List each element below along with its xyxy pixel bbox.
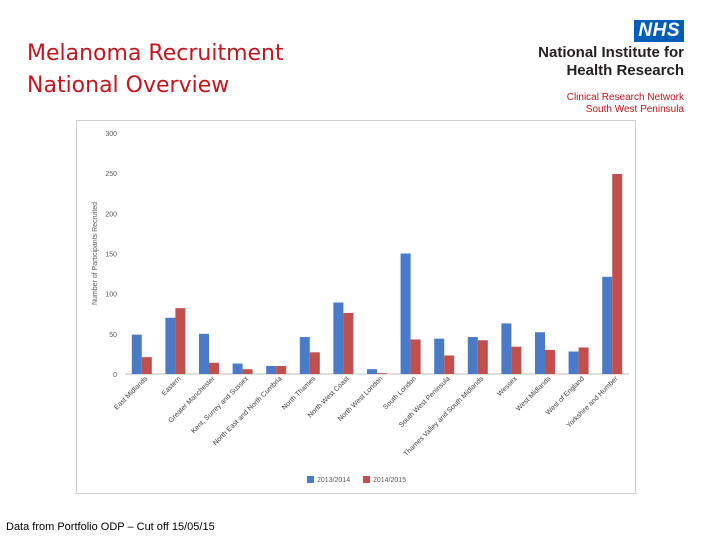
bar-series-1 — [333, 302, 344, 374]
footnote: Data from Portfolio ODP – Cut off 15/05/… — [6, 521, 215, 533]
bar-series-2 — [511, 346, 522, 374]
y-tick-label: 250 — [105, 171, 117, 178]
x-tick-label: Eastern — [161, 375, 183, 397]
legend-swatch — [307, 476, 314, 483]
y-tick-label: 200 — [105, 211, 117, 218]
bar-series-1 — [367, 369, 377, 374]
title-line-1: Melanoma Recruitment — [27, 41, 284, 66]
nihr-logo: NHS National Institute for Health Resear… — [494, 18, 684, 118]
bar-series-2 — [410, 339, 421, 374]
bar-series-2 — [444, 355, 455, 374]
y-axis-title: Number of Participants Recruited — [92, 202, 99, 305]
bar-series-1 — [400, 253, 411, 374]
x-tick-label: North East and North Cumbria — [212, 375, 284, 447]
bar-series-1 — [501, 323, 512, 374]
bar-series-1 — [434, 338, 445, 374]
bar-series-1 — [232, 363, 243, 374]
bar-chart: 0 50 100 150 200 250 300 Number of Participants… — [92, 131, 629, 484]
bar-series-2 — [141, 357, 152, 374]
logo-line-1: National Institute for — [538, 44, 684, 61]
x-tick-label: West Midlands — [515, 375, 553, 413]
x-tick-label: East Midlands — [113, 375, 149, 411]
bar-series-2 — [242, 369, 253, 374]
page-title: Melanoma Recruitment National Overview — [27, 38, 284, 102]
bar-series-2 — [276, 365, 287, 374]
bar-series-1 — [568, 351, 579, 374]
bar-series-2 — [343, 312, 354, 374]
chart-frame: 0 50 100 150 200 250 300 Number of Participants… — [76, 120, 636, 494]
x-tick-label: Kent, Surrey and Sussex — [190, 375, 250, 435]
bar-series-1 — [467, 337, 478, 374]
logo-line-4: South West Peninsula — [585, 104, 684, 115]
logo-line-2: Health Research — [566, 62, 684, 79]
nhs-logo: NHS — [634, 20, 684, 42]
y-tick-label: 100 — [105, 292, 117, 299]
bar-series-1 — [266, 365, 277, 374]
bar-series-2 — [175, 308, 186, 374]
y-tick-label: 300 — [105, 131, 117, 138]
bar-series-2 — [545, 349, 555, 374]
x-tick-label: South London — [382, 375, 418, 411]
x-tick-label: Wessex — [496, 375, 519, 398]
bar-series-2 — [309, 352, 320, 374]
bar-series-2 — [209, 362, 219, 374]
title-line-2: National Overview — [27, 73, 230, 98]
y-tick-label: 0 — [113, 372, 117, 379]
bar-series-1 — [199, 333, 209, 374]
bar-series-1 — [535, 332, 545, 374]
y-tick-label: 150 — [105, 252, 117, 259]
legend-label: 2013/2014 — [317, 477, 350, 484]
bar-series-1 — [131, 334, 142, 374]
bar-series-1 — [299, 337, 310, 374]
bar-series-2 — [377, 373, 387, 374]
legend-label: 2014/2015 — [373, 477, 406, 484]
bar-series-2 — [612, 173, 623, 374]
bar-series-1 — [602, 276, 613, 374]
bar-series-2 — [477, 340, 488, 374]
x-tick-label: North Thames — [281, 375, 318, 412]
y-tick-label: 50 — [109, 332, 117, 339]
logo-line-3: Clinical Research Network — [566, 92, 684, 103]
legend-swatch — [363, 476, 370, 483]
bar-series-1 — [165, 317, 176, 374]
bar-series-2 — [578, 347, 589, 374]
